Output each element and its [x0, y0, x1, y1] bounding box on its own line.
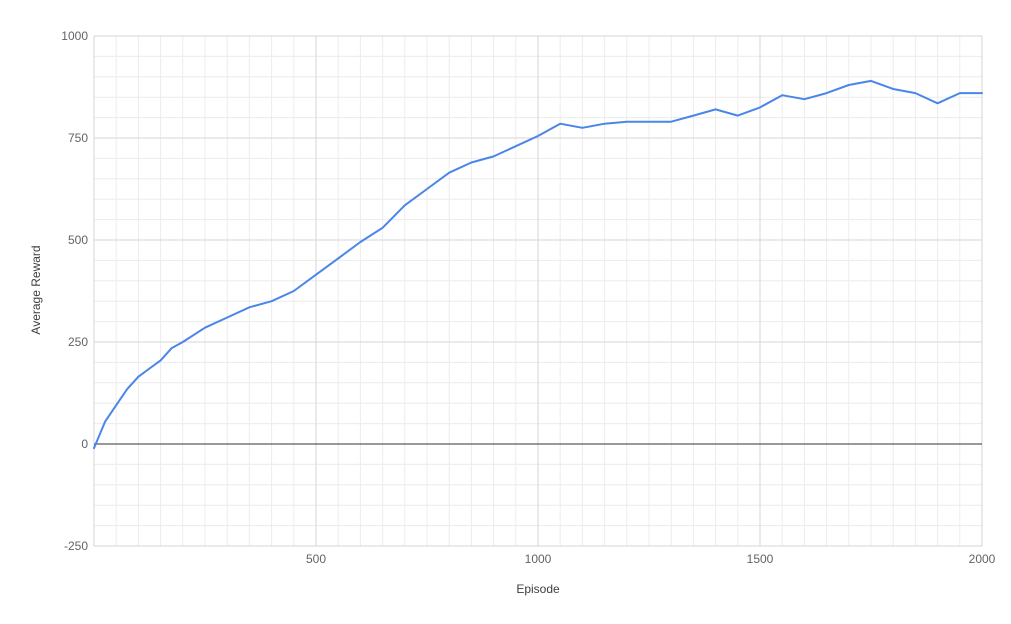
x-axis-title: Episode — [516, 582, 560, 596]
grid — [93, 35, 983, 547]
y-tick-label: 0 — [81, 437, 88, 451]
y-tick-label: 1000 — [61, 29, 88, 43]
y-axis-title: Average Reward — [29, 245, 43, 334]
series-line-0 — [93, 79, 983, 450]
series-layer — [93, 79, 983, 450]
y-tick-label: 500 — [68, 233, 88, 247]
x-tick-label: 1500 — [747, 552, 774, 566]
x-tick-label: 2000 — [969, 552, 996, 566]
y-tick-label: 250 — [68, 335, 88, 349]
x-tick-labels: 500 1000 1500 2000 — [306, 552, 996, 566]
y-tick-label: -250 — [64, 539, 88, 553]
y-tick-labels: -250 0 250 500 750 1000 — [61, 29, 88, 553]
x-tick-label: 500 — [306, 552, 326, 566]
y-tick-label: 750 — [68, 131, 88, 145]
x-tick-label: 1000 — [525, 552, 552, 566]
